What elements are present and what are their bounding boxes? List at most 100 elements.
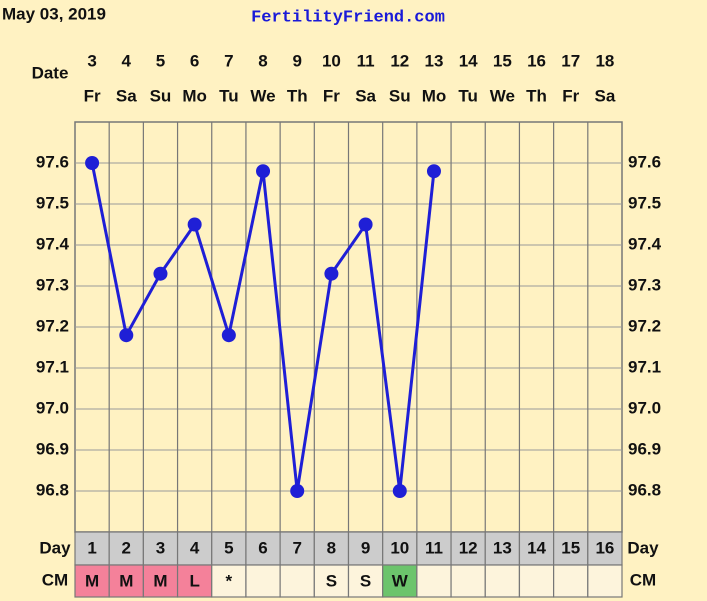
weekday: Fr [84, 86, 101, 105]
cm-cell [245, 564, 281, 598]
cycle-day: 3 [156, 538, 165, 557]
y-tick-label: 97.4 [36, 234, 70, 253]
cycle-day: 10 [390, 538, 409, 557]
weekday: Th [526, 86, 547, 105]
cm-value: W [392, 571, 409, 590]
cm-cell [450, 564, 486, 598]
date-number: 5 [156, 51, 165, 70]
cm-value: M [85, 571, 99, 590]
weekday: Tu [458, 86, 478, 105]
temp-point [426, 164, 441, 179]
y-tick-label: 97.1 [36, 357, 69, 376]
y-tick-label: 97.6 [628, 152, 661, 171]
cm-value: S [326, 571, 337, 590]
day-cell [245, 531, 281, 566]
y-tick-label: 96.9 [36, 439, 69, 458]
weekday: Sa [116, 86, 137, 105]
cycle-day: 15 [561, 538, 580, 557]
cycle-day: 8 [327, 538, 336, 557]
temp-point [358, 217, 373, 232]
y-tick-label: 97.2 [36, 316, 69, 335]
weekday: Sa [595, 86, 616, 105]
date-number: 8 [258, 51, 267, 70]
y-tick-label: 97.0 [36, 398, 69, 417]
y-tick-label: 97.0 [628, 398, 661, 417]
cm-cell [279, 564, 315, 598]
date-number: 14 [459, 51, 478, 70]
weekday: Mo [422, 86, 447, 105]
cycle-day: 16 [595, 538, 614, 557]
cycle-day: 12 [459, 538, 478, 557]
weekday: Mo [182, 86, 207, 105]
cm-value: M [119, 571, 133, 590]
y-tick-label: 97.6 [36, 152, 69, 171]
cm-cell [553, 564, 589, 598]
temp-point [290, 484, 305, 498]
cycle-day: 9 [361, 538, 370, 557]
y-tick-label: 97.5 [628, 193, 661, 212]
date-number: 10 [322, 51, 341, 70]
y-tick-label: 97.2 [628, 316, 661, 335]
date-number: 4 [122, 51, 132, 70]
weekday: Su [389, 86, 411, 105]
y-tick-label: 96.8 [628, 480, 661, 499]
date-number: 9 [292, 51, 301, 70]
cm-value: S [360, 571, 371, 590]
cycle-day: 1 [87, 538, 96, 557]
temp-point [221, 328, 236, 343]
weekday: Fr [562, 86, 579, 105]
temp-point [153, 266, 168, 281]
cm-cell [211, 564, 247, 598]
date-number: 18 [595, 51, 614, 70]
weekday: We [490, 86, 515, 105]
cm-cell [484, 564, 521, 598]
date-number: 16 [527, 51, 546, 70]
cycle-day: 14 [527, 538, 546, 557]
site-name: FertilityFriend.com [251, 8, 445, 27]
y-tick-label: 97.3 [36, 275, 69, 294]
y-tick-label: 97.4 [628, 234, 662, 253]
cycle-day: 2 [122, 538, 131, 557]
day-cell [176, 531, 213, 566]
weekday: Tu [219, 86, 239, 105]
temp-point [119, 328, 134, 343]
day-cell [313, 531, 350, 566]
cm-cell [74, 564, 110, 598]
cycle-day: 13 [493, 538, 512, 557]
temp-point [392, 484, 407, 498]
cycle-day: 5 [224, 538, 233, 557]
date-label: Date [32, 63, 69, 82]
day-cell [142, 531, 179, 566]
date-number: 15 [493, 51, 512, 70]
y-tick-label: 97.1 [628, 357, 661, 376]
date-number: 6 [190, 51, 199, 70]
cm-label: CM [630, 570, 656, 589]
cm-cell [347, 564, 384, 598]
temp-point [324, 266, 339, 281]
date-number: 13 [425, 51, 444, 70]
date-number: 7 [224, 51, 233, 70]
cm-value: L [189, 571, 199, 590]
date-number: 12 [390, 51, 409, 70]
cm-cell [313, 564, 350, 598]
weekday: Su [150, 86, 172, 105]
cm-cell [587, 564, 623, 598]
y-tick-label: 97.3 [628, 275, 661, 294]
date-number: 17 [561, 51, 580, 70]
cycle-day: 7 [292, 538, 301, 557]
cm-label: CM [42, 570, 68, 589]
cm-cell [416, 564, 452, 598]
day-cell [450, 531, 486, 566]
date-number: 3 [87, 51, 96, 70]
weekday: Th [287, 86, 308, 105]
cycle-day: 4 [190, 538, 200, 557]
cm-value: * [226, 571, 233, 590]
temp-point [256, 164, 271, 179]
weekday: We [250, 86, 275, 105]
day-cell [416, 531, 452, 566]
day-cell [279, 531, 315, 566]
weekday: Sa [355, 86, 376, 105]
day-cell [108, 531, 144, 566]
day-label: Day [39, 538, 71, 557]
